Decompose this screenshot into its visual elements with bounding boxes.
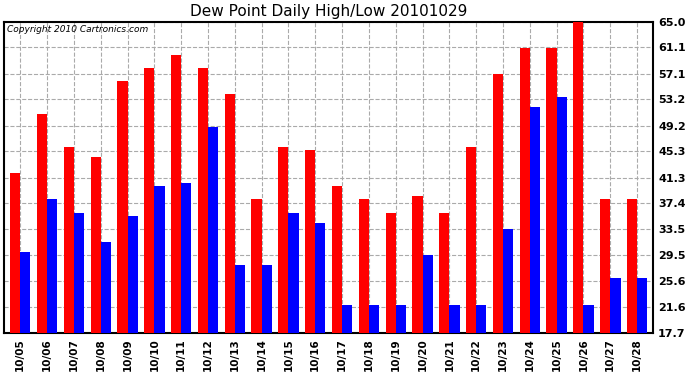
Bar xyxy=(74,213,84,333)
Bar xyxy=(315,222,326,333)
Bar xyxy=(235,265,245,333)
Bar xyxy=(90,157,101,333)
Bar xyxy=(503,229,513,333)
Bar xyxy=(359,200,369,333)
Bar xyxy=(493,74,503,333)
Bar xyxy=(422,255,433,333)
Bar xyxy=(546,48,557,333)
Bar xyxy=(440,213,449,333)
Bar xyxy=(208,127,218,333)
Bar xyxy=(101,242,111,333)
Bar xyxy=(171,55,181,333)
Bar xyxy=(262,265,272,333)
Bar xyxy=(332,186,342,333)
Bar xyxy=(520,48,530,333)
Bar xyxy=(637,279,647,333)
Bar xyxy=(288,213,299,333)
Bar xyxy=(10,173,20,333)
Bar xyxy=(449,305,460,333)
Bar xyxy=(627,200,637,333)
Title: Dew Point Daily High/Low 20101029: Dew Point Daily High/Low 20101029 xyxy=(190,4,467,19)
Bar xyxy=(369,305,379,333)
Bar xyxy=(37,114,47,333)
Bar xyxy=(251,200,262,333)
Bar xyxy=(47,200,57,333)
Bar xyxy=(181,183,191,333)
Bar xyxy=(530,107,540,333)
Bar xyxy=(386,213,396,333)
Bar xyxy=(155,186,164,333)
Bar xyxy=(305,150,315,333)
Bar xyxy=(573,22,584,333)
Bar xyxy=(278,147,288,333)
Bar xyxy=(198,68,208,333)
Bar xyxy=(557,98,567,333)
Bar xyxy=(144,68,155,333)
Bar xyxy=(466,147,476,333)
Bar xyxy=(396,305,406,333)
Bar xyxy=(63,147,74,333)
Bar xyxy=(600,200,611,333)
Text: Copyright 2010 Cartronics.com: Copyright 2010 Cartronics.com xyxy=(8,25,148,34)
Bar xyxy=(413,196,422,333)
Bar xyxy=(342,305,353,333)
Bar xyxy=(20,252,30,333)
Bar xyxy=(128,216,138,333)
Bar xyxy=(476,305,486,333)
Bar xyxy=(611,279,620,333)
Bar xyxy=(584,305,593,333)
Bar xyxy=(225,94,235,333)
Bar xyxy=(117,81,128,333)
